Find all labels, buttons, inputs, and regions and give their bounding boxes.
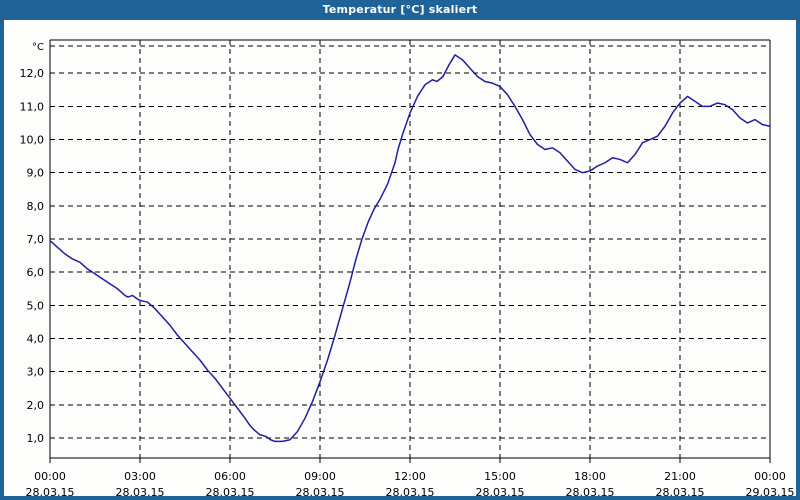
axis-ticks <box>49 458 771 463</box>
x-axis-time-label: 00:00 <box>34 470 66 483</box>
y-axis-tick-label: 8,0 <box>27 200 45 213</box>
y-axis-tick-label: 12,0 <box>20 67 45 80</box>
y-axis-tick-label: 1,0 <box>27 432 45 445</box>
x-axis-time-label: 15:00 <box>484 470 516 483</box>
x-axis-date-label: 29.03.15 <box>746 486 795 496</box>
x-axis-time-label: 21:00 <box>664 470 696 483</box>
x-axis-time-label: 18:00 <box>574 470 606 483</box>
x-axis-labels: 00:00 28.03.15 03:00 28.03.15 06:00 28.03.15 0… <box>26 470 795 496</box>
y-axis-tick-label: 11,0 <box>20 100 45 113</box>
x-axis-time-label: 12:00 <box>394 470 426 483</box>
y-axis-tick-label: 7,0 <box>27 233 45 246</box>
y-axis-tick-label: 10,0 <box>20 134 45 147</box>
y-axis-tick-label: 9,0 <box>27 167 45 180</box>
x-axis-date-label: 28.03.15 <box>656 486 705 496</box>
y-axis-tick-label: 4,0 <box>27 333 45 346</box>
x-axis-date-label: 28.03.15 <box>386 486 435 496</box>
x-axis-date-label: 28.03.15 <box>26 486 75 496</box>
window-frame-right <box>796 20 800 500</box>
temperature-line-chart: 12,011,010,09,08,07,06,05,04,03,02,01,0 … <box>20 39 795 496</box>
y-axis-tick-label: 5,0 <box>27 299 45 312</box>
y-axis-tick-label: 6,0 <box>27 266 45 279</box>
y-axis-tick-label: 3,0 <box>27 366 45 379</box>
window-frame-left <box>0 20 4 500</box>
x-axis-date-label: 28.03.15 <box>566 486 615 496</box>
y-axis-tick-label: 2,0 <box>27 399 45 412</box>
window-frame-bottom <box>0 496 800 500</box>
temperature-series-line <box>49 54 771 443</box>
x-axis-time-label: 03:00 <box>124 470 156 483</box>
x-axis-date-label: 28.03.15 <box>116 486 165 496</box>
y-axis-unit-label: °C <box>32 42 44 53</box>
x-axis-time-label: 06:00 <box>214 470 246 483</box>
x-axis-date-label: 28.03.15 <box>476 486 525 496</box>
grid-lines <box>50 40 770 458</box>
x-axis-time-label: 09:00 <box>304 470 336 483</box>
x-axis-date-label: 28.03.15 <box>296 486 345 496</box>
window-title-bar: Temperatur [°C] skaliert <box>0 0 800 20</box>
y-axis-labels: 12,0 11,0 10,0 9,0 8,0 7,0 6,0 5,0 4,0 3,0 2,0 1,0 <box>20 67 45 445</box>
y-axis-unit-text: °C <box>32 42 44 53</box>
temperature-line <box>49 54 771 443</box>
x-axis-date-label: 28.03.15 <box>206 486 255 496</box>
x-axis-time-label: 00:00 <box>754 470 786 483</box>
chart-canvas: 12,0 11,0 10,0 9,0 8,0 7,0 6,0 5,0 4,0 3,0 2,0 1,0 … <box>4 20 796 496</box>
